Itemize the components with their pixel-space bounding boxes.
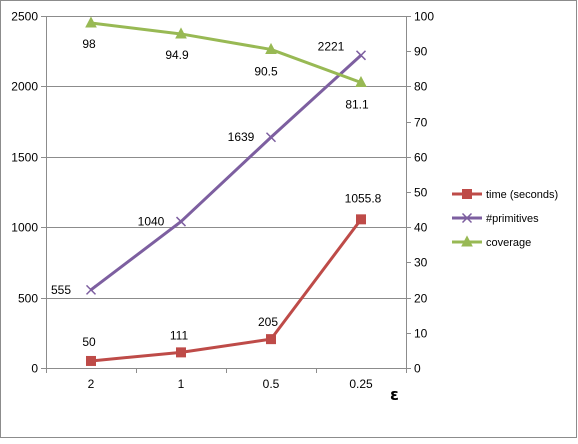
data-point <box>266 334 276 345</box>
axes: 0 500 1000 1500 2000 2500 0 10 20 30 40 50 60 70 80 90 1… <box>11 10 434 392</box>
x-tick-label: 2 <box>88 377 95 391</box>
y2-tick-label: 0 <box>414 362 421 376</box>
x-tick-label: 0.25 <box>349 377 373 391</box>
y-tick-label: 1500 <box>11 151 38 165</box>
series-line <box>90 218 363 363</box>
data-label: 81.1 <box>345 98 369 112</box>
y2-tick-label: 60 <box>414 151 428 165</box>
data-point <box>85 16 97 28</box>
y2-tick-label: 40 <box>414 221 428 235</box>
data-label: 90.5 <box>254 64 278 78</box>
data-label: 205 <box>258 315 278 329</box>
data-labels: 50 111 205 1055.8 555 1040 1639 2221 98 94.9 90.5 8… <box>51 37 382 349</box>
data-label: 50 <box>82 335 96 349</box>
x-tick-label: 0.5 <box>263 377 280 391</box>
legend-marker <box>462 189 472 199</box>
legend: time (seconds) #primitives coverage <box>452 189 558 249</box>
legend-entry: time (seconds) <box>486 189 558 201</box>
data-label: 111 <box>170 328 189 342</box>
legend-marker <box>461 212 473 224</box>
y2-tick-label: 70 <box>414 116 428 130</box>
gridlines <box>46 16 406 299</box>
series-lines <box>85 16 367 366</box>
y-tick-label: 0 <box>31 362 38 376</box>
data-point <box>265 132 277 143</box>
y2-tick-label: 20 <box>414 292 428 306</box>
y2-tick-label: 90 <box>414 45 428 59</box>
data-point <box>355 75 367 88</box>
y-tick-label: 2500 <box>11 10 38 24</box>
y2-tick-label: 30 <box>414 256 428 270</box>
legend-entry: #primitives <box>486 213 539 225</box>
y2-tick-label: 10 <box>414 327 428 341</box>
data-label: 1055.8 <box>345 191 382 205</box>
data-label: 98 <box>82 37 96 51</box>
data-point <box>175 27 187 39</box>
data-point <box>85 284 97 295</box>
data-point <box>176 347 186 358</box>
y-tick-label: 500 <box>18 292 38 306</box>
data-label: 2221 <box>318 39 345 53</box>
legend-marker <box>461 235 473 247</box>
y-tick-label: 1000 <box>11 221 38 235</box>
x-tick-label: 1 <box>178 377 185 391</box>
data-point <box>175 216 187 227</box>
data-label: 1040 <box>138 215 165 229</box>
y2-tick-label: 50 <box>414 186 428 200</box>
data-label: 1639 <box>228 130 255 144</box>
data-label: 555 <box>51 283 71 297</box>
y-tick-label: 2000 <box>11 80 38 94</box>
data-label: 94.9 <box>165 48 189 62</box>
data-point <box>265 42 277 54</box>
legend-entry: coverage <box>486 237 531 249</box>
data-point <box>356 214 366 225</box>
y2-tick-label: 100 <box>414 10 434 24</box>
data-point <box>86 355 96 366</box>
series-line <box>90 54 363 292</box>
series-line <box>90 21 362 84</box>
data-point <box>355 50 367 61</box>
y2-tick-label: 80 <box>414 80 428 94</box>
x-axis-title: ε <box>390 385 399 404</box>
